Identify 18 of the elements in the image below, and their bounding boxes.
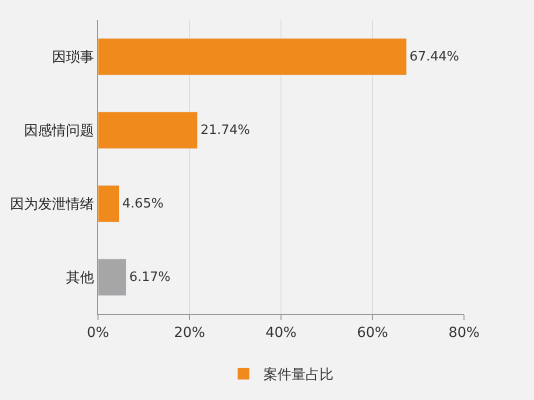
data-label: 67.44%	[410, 49, 460, 64]
data-label: 21.74%	[200, 122, 250, 138]
y-tick-label: 因为发泄情绪	[10, 196, 94, 213]
legend-label: 案件量占比	[264, 366, 334, 384]
y-tick-label: 其他	[66, 270, 94, 286]
bar	[98, 38, 407, 76]
x-tick-label: 0%	[86, 324, 110, 341]
x-tick-label: 60%	[356, 324, 388, 341]
x-tick-label: 80%	[448, 324, 480, 341]
data-label: 6.17%	[129, 270, 171, 285]
data-label: 4.65%	[122, 196, 164, 212]
x-tick-label: 20%	[174, 324, 206, 341]
x-tick-label: 40%	[265, 324, 297, 341]
y-tick-label: 因感情问题	[24, 123, 94, 140]
bar	[98, 185, 120, 222]
bar	[98, 258, 126, 296]
bar	[98, 112, 198, 149]
y-tick-label: 因琐事	[52, 50, 94, 66]
